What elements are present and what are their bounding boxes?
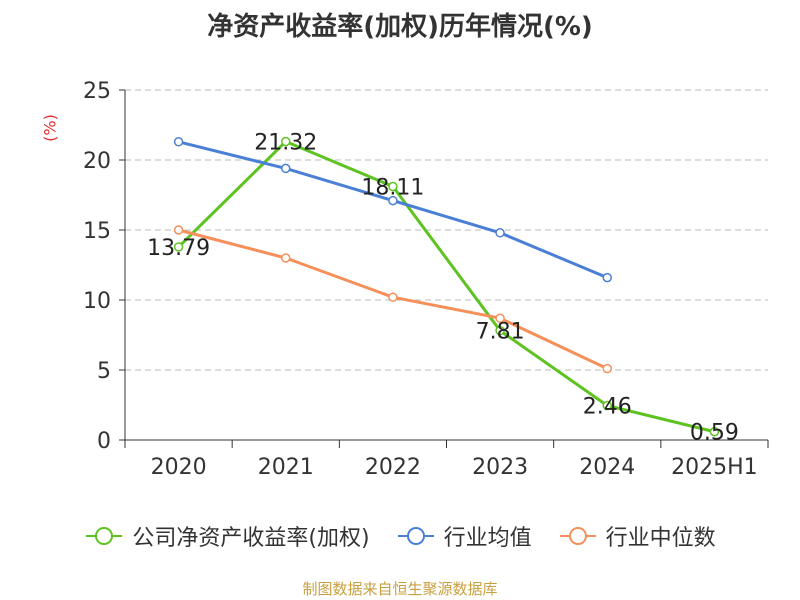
x-tick-label: 2021 <box>258 455 314 480</box>
x-tick-label: 2025H1 <box>671 455 758 480</box>
data-point-2 <box>388 292 398 302</box>
data-label: 7.81 <box>476 320 525 345</box>
x-tick-label: 2023 <box>472 455 528 480</box>
x-tick-label: 2020 <box>151 455 207 480</box>
y-tick-label: 5 <box>97 359 111 384</box>
grid-lines <box>125 89 768 371</box>
data-label: 0.59 <box>690 421 739 446</box>
data-point-1 <box>495 228 505 238</box>
axes: 0 5 10 15 20 25 2020 2021 2022 2023 2024 2025H1 <box>83 79 769 480</box>
data-point-0 <box>281 136 291 147</box>
data-label: 2.46 <box>583 395 632 420</box>
data-point-2 <box>173 225 184 235</box>
legend-marker-industry-mean <box>397 527 434 545</box>
legend-item-company[interactable]: 公司净资产收益率(加权) <box>84 520 370 552</box>
y-tick-label: 20 <box>83 149 111 174</box>
legend-label-industry-mean: 行业均值 <box>443 526 532 551</box>
legend-marker-industry-median <box>559 527 596 545</box>
data-point-0 <box>709 426 720 437</box>
x-tick-label: 2024 <box>579 455 635 480</box>
data-label: 21.32 <box>254 131 317 156</box>
data-labels: 13.79 21.32 18.11 7.81 2.46 0.59 <box>147 131 739 446</box>
data-point-0 <box>602 400 612 411</box>
legend-marker-company <box>86 527 123 545</box>
chart-title: 净资产收益率(加权)历年情况(%) <box>207 12 593 42</box>
data-point-0 <box>173 242 184 252</box>
y-tick-label: 0 <box>97 429 111 454</box>
line-chart: 0 5 10 15 20 25 2020 2021 2022 2023 2024 2025H1 13.… <box>83 79 769 480</box>
legend-label-industry-median: 行业中位数 <box>605 526 716 551</box>
legend-item-industry-median[interactable]: 行业中位数 <box>558 520 716 552</box>
data-label: 18.11 <box>361 175 424 200</box>
data-source-note: 制图数据来自恒生聚源数据库 <box>302 580 498 598</box>
legend-item-industry-mean[interactable]: 行业均值 <box>396 520 532 552</box>
data-label: 13.79 <box>147 236 210 261</box>
y-tick-label: 15 <box>83 219 111 244</box>
legend-label-company: 公司净资产收益率(加权) <box>132 526 370 551</box>
data-point-2 <box>602 363 612 374</box>
data-point-2 <box>495 313 505 323</box>
series-line-0 <box>177 139 715 434</box>
data-point-1 <box>173 137 184 147</box>
data-point-0 <box>388 181 398 192</box>
data-point-1 <box>602 272 612 283</box>
series-lines <box>173 136 720 437</box>
x-tick-label: 2022 <box>365 455 421 480</box>
y-tick-label: 25 <box>83 79 111 104</box>
data-point-2 <box>281 253 291 263</box>
series-line-1 <box>178 140 608 279</box>
legend: 公司净资产收益率(加权) 行业均值 行业中位数 <box>0 520 800 552</box>
data-point-0 <box>495 325 505 336</box>
data-point-1 <box>281 163 291 174</box>
y-tick-label: 10 <box>83 289 111 314</box>
data-point-1 <box>388 195 398 206</box>
